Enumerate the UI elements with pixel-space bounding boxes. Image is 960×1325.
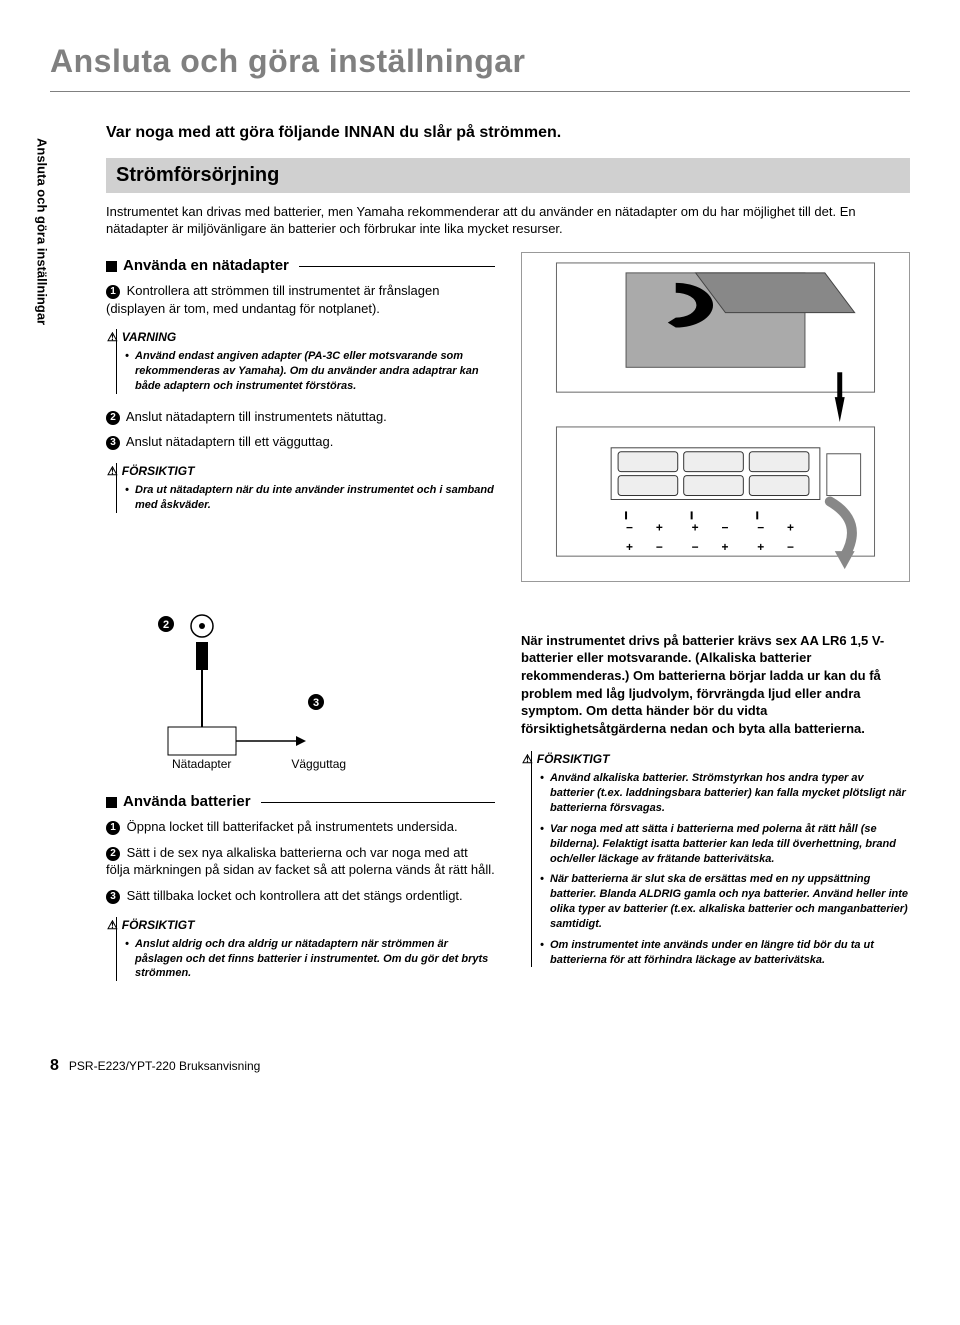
label-outlet: Vägguttag <box>291 756 346 772</box>
step-number-icon: 1 <box>106 285 120 299</box>
caution-block-1: FÖRSIKTIGT Dra ut nätadaptern när du int… <box>116 463 495 513</box>
page-footer: 8 PSR-E223/YPT-220 Bruksanvisning <box>50 1055 910 1077</box>
caution-title: FÖRSIKTIGT <box>107 463 495 479</box>
caution-block-3: FÖRSIKTIGT Använd alkaliska batterier. S… <box>531 751 910 967</box>
battery-step-1: 1 Öppna locket till batterifacket på ins… <box>106 818 495 836</box>
caution-item: När batterierna är slut ska de ersättas … <box>540 872 910 931</box>
svg-text:−: − <box>692 540 699 554</box>
battery-compartment-diagram: − + + − − + + − − + + − <box>521 252 910 582</box>
footer-text: PSR-E223/YPT-220 Bruksanvisning <box>69 1058 260 1074</box>
subheading-battery: Använda batterier <box>106 792 495 812</box>
adapter-step-3: 3 Anslut nätadaptern till ett vägguttag. <box>106 433 495 451</box>
step-number-icon: 3 <box>106 890 120 904</box>
step-number-icon: 1 <box>106 821 120 835</box>
adapter-connection-diagram: 2 3 <box>146 612 495 772</box>
caution-title: FÖRSIKTIGT <box>107 917 495 933</box>
svg-text:+: + <box>656 520 663 534</box>
caution-title: FÖRSIKTIGT <box>522 751 910 767</box>
section-heading: Strömförsörjning <box>106 158 910 193</box>
battery-requirements-paragraph: När instrumentet drivs på batterier kräv… <box>521 632 910 737</box>
side-tab-line1: Ansluta och göra <box>34 138 49 244</box>
warning-title: VARNING <box>107 329 495 345</box>
lead-paragraph: Instrumentet kan drivas med batterier, m… <box>106 203 910 238</box>
svg-text:3: 3 <box>313 697 319 709</box>
step-number-icon: 2 <box>106 847 120 861</box>
caution-list: Använd alkaliska batterier. Strömstyrkan… <box>540 771 910 967</box>
svg-text:+: + <box>692 520 699 534</box>
step-number-icon: 3 <box>106 436 120 450</box>
battery-step-2: 2 Sätt i de sex nya alkaliska batteriern… <box>106 844 495 879</box>
adapter-step-1: 1 Kontrollera att strömmen till instrume… <box>106 282 495 317</box>
adapter-step-2: 2 Anslut nätadaptern till instrumentets … <box>106 408 495 426</box>
svg-text:+: + <box>787 520 794 534</box>
subheading-adapter: Använda en nätadapter <box>106 256 495 276</box>
svg-text:−: − <box>721 520 728 534</box>
svg-text:−: − <box>787 540 794 554</box>
svg-text:+: + <box>721 540 728 554</box>
svg-text:+: + <box>757 540 764 554</box>
caution-item: Om instrumentet inte används under en lä… <box>540 938 910 968</box>
svg-text:−: − <box>656 540 663 554</box>
intro-text: Var noga med att göra följande INNAN du … <box>106 122 910 144</box>
svg-text:2: 2 <box>163 619 169 631</box>
caution-text: Dra ut nätadaptern när du inte använder … <box>125 483 495 513</box>
side-tab-line2: inställningar <box>34 248 49 325</box>
page-title: Ansluta och göra inställningar <box>50 40 910 92</box>
caution-item: Använd alkaliska batterier. Strömstyrkan… <box>540 771 910 816</box>
battery-step-3: 3 Sätt tillbaka locket och kontrollera a… <box>106 887 495 905</box>
step-number-icon: 2 <box>106 411 120 425</box>
label-adapter: Nätadapter <box>172 756 231 772</box>
svg-text:−: − <box>626 520 633 534</box>
svg-text:+: + <box>626 540 633 554</box>
caution-item: Var noga med att sätta i batterierna med… <box>540 822 910 867</box>
page-number: 8 <box>50 1055 59 1077</box>
side-tab: Ansluta och göra inställningar <box>34 138 48 325</box>
warning-text: Använd endast angiven adapter (PA-3C ell… <box>125 349 495 394</box>
caution-block-2: FÖRSIKTIGT Anslut aldrig och dra aldrig … <box>116 917 495 982</box>
svg-text:−: − <box>757 520 764 534</box>
warning-block: VARNING Använd endast angiven adapter (P… <box>116 329 495 394</box>
caution-text: Anslut aldrig och dra aldrig ur nätadapt… <box>125 937 495 982</box>
